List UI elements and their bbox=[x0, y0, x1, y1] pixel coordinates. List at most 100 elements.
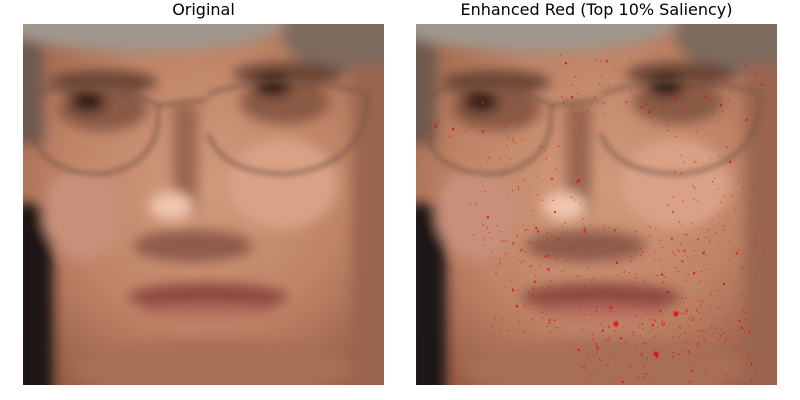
saliency-speck bbox=[719, 334, 723, 337]
saliency-speck bbox=[690, 258, 692, 260]
saliency-speck bbox=[627, 367, 629, 369]
saliency-speck bbox=[649, 330, 651, 332]
saliency-speck bbox=[724, 338, 726, 340]
saliency-speck bbox=[641, 251, 643, 253]
saliency-speck bbox=[596, 353, 598, 355]
saliency-speck bbox=[719, 215, 721, 217]
saliency-speck bbox=[688, 318, 690, 320]
saliency-speck bbox=[693, 250, 695, 252]
saliency-speck bbox=[750, 245, 752, 248]
saliency-speck bbox=[717, 121, 719, 123]
saliency-speck bbox=[666, 125, 668, 127]
saliency-speck bbox=[553, 319, 556, 322]
saliency-speck bbox=[683, 312, 685, 314]
saliency-speck bbox=[507, 138, 509, 140]
saliency-speck bbox=[547, 268, 550, 271]
saliency-speck bbox=[552, 235, 554, 237]
saliency-speck bbox=[703, 339, 706, 343]
saliency-speck bbox=[534, 280, 537, 283]
saliency-speck bbox=[735, 252, 738, 255]
saliency-speck bbox=[718, 154, 720, 157]
saliency-speck bbox=[746, 318, 748, 320]
saliency-speck bbox=[587, 267, 590, 269]
saliency-speck bbox=[623, 271, 625, 273]
saliency-speck bbox=[432, 106, 434, 108]
saliency-speck bbox=[722, 228, 724, 230]
saliency-speck bbox=[685, 279, 687, 281]
saliency-speck bbox=[698, 300, 700, 302]
saliency-speck bbox=[541, 295, 543, 297]
saliency-speck bbox=[550, 280, 552, 282]
saliency-speck bbox=[738, 182, 740, 184]
saliency-speck bbox=[709, 366, 711, 368]
saliency-speck bbox=[641, 323, 643, 325]
saliency-speck bbox=[705, 356, 707, 358]
saliency-speck bbox=[727, 382, 729, 384]
saliency-speck bbox=[732, 377, 734, 379]
saliency-speck bbox=[531, 294, 533, 296]
saliency-speck bbox=[507, 330, 509, 332]
saliency-speck bbox=[701, 271, 703, 273]
saliency-speck bbox=[577, 92, 579, 95]
saliency-speck bbox=[729, 259, 731, 261]
saliency-speck bbox=[535, 253, 537, 256]
saliency-speck bbox=[717, 339, 719, 341]
saliency-speck bbox=[595, 311, 597, 313]
saliency-speck bbox=[587, 109, 589, 112]
saliency-speck bbox=[755, 98, 757, 100]
saliency-speck bbox=[756, 135, 758, 137]
saliency-speck bbox=[653, 319, 656, 322]
saliency-speck bbox=[745, 63, 748, 66]
saliency-speck bbox=[682, 200, 684, 202]
saliency-speck bbox=[516, 235, 518, 237]
saliency-speck bbox=[487, 269, 489, 271]
saliency-speck bbox=[738, 249, 740, 251]
saliency-speck bbox=[578, 307, 580, 309]
saliency-speck bbox=[590, 313, 592, 315]
saliency-speck bbox=[716, 318, 718, 321]
saliency-speck bbox=[524, 250, 526, 252]
saliency-speck bbox=[532, 210, 534, 212]
saliency-speck bbox=[717, 290, 719, 292]
saliency-speck bbox=[541, 311, 543, 314]
saliency-speck bbox=[666, 291, 669, 294]
saliency-speck bbox=[532, 318, 534, 320]
saliency-speck bbox=[608, 326, 610, 328]
saliency-speck bbox=[742, 187, 745, 189]
saliency-speck bbox=[660, 323, 663, 326]
saliency-speck bbox=[756, 226, 758, 228]
saliency-speck bbox=[484, 238, 486, 240]
saliency-speck bbox=[512, 289, 515, 292]
saliency-speck bbox=[482, 156, 484, 158]
saliency-speck bbox=[517, 276, 520, 278]
saliency-speck bbox=[713, 378, 715, 380]
saliency-speck bbox=[697, 238, 699, 241]
saliency-speck bbox=[744, 372, 746, 374]
saliency-speck bbox=[541, 199, 543, 202]
saliency-speck bbox=[672, 356, 674, 358]
saliency-speck bbox=[756, 68, 758, 70]
saliency-speck bbox=[593, 278, 595, 280]
saliency-speck bbox=[703, 105, 705, 107]
saliency-speck bbox=[522, 224, 525, 226]
saliency-speck bbox=[500, 257, 502, 259]
saliency-speckles bbox=[429, 54, 767, 384]
saliency-speck bbox=[595, 344, 598, 347]
saliency-speck bbox=[594, 96, 596, 98]
saliency-speck bbox=[499, 158, 501, 161]
saliency-speck bbox=[745, 311, 747, 313]
saliency-speck bbox=[515, 305, 519, 308]
saliency-speck bbox=[661, 101, 663, 103]
saliency-speck bbox=[674, 254, 676, 256]
saliency-speck bbox=[673, 283, 675, 285]
saliency-speck bbox=[687, 342, 689, 344]
saliency-speck bbox=[598, 357, 601, 359]
saliency-speck bbox=[488, 231, 490, 234]
saliency-speck bbox=[678, 353, 680, 355]
saliency-speck bbox=[566, 98, 568, 100]
saliency-speck bbox=[656, 274, 658, 276]
saliency-speck bbox=[541, 287, 544, 289]
saliency-speck bbox=[518, 321, 520, 323]
saliency-speck bbox=[714, 61, 716, 63]
saliency-speck bbox=[713, 332, 715, 334]
